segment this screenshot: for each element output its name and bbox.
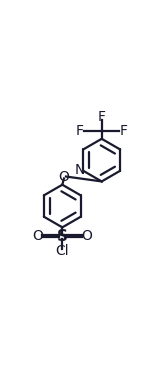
- Text: N: N: [75, 163, 85, 177]
- Text: O: O: [59, 170, 69, 183]
- Text: F: F: [119, 124, 127, 138]
- Text: F: F: [76, 124, 84, 138]
- Text: Cl: Cl: [55, 244, 69, 258]
- Text: O: O: [81, 229, 92, 243]
- Text: F: F: [98, 110, 106, 124]
- Text: O: O: [32, 229, 43, 243]
- Text: S: S: [57, 229, 68, 244]
